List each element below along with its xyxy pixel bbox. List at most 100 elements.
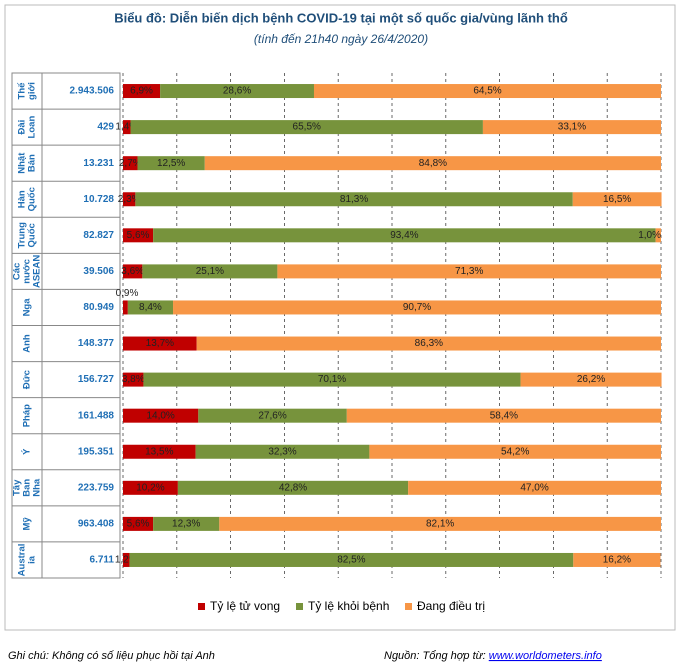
bar-segment	[123, 84, 161, 99]
note: Ghi chú: Không có số liệu phục hồi tại A…	[8, 650, 215, 662]
case-count: 6.711	[90, 555, 115, 566]
value-label: 81,3%	[340, 194, 368, 205]
category-label: Các nước ASEAN	[12, 255, 43, 288]
value-label: 16,5%	[603, 194, 631, 205]
category-label: Thế giới	[17, 82, 38, 100]
category-label: Austral ia	[17, 544, 38, 577]
bar-segment	[123, 228, 154, 243]
value-label: 3,6%	[121, 266, 144, 277]
value-label: 6,9%	[130, 86, 153, 97]
case-count: 2.943.506	[70, 86, 115, 97]
category-label-line: Đài	[17, 120, 28, 135]
value-label: 86,3%	[415, 338, 443, 349]
bar-segment	[369, 444, 661, 459]
case-count: 82.827	[83, 230, 114, 241]
category-label-line: Đức	[22, 370, 33, 389]
bar-segment	[655, 228, 661, 243]
value-label: 58,4%	[490, 410, 518, 421]
value-label: 47,0%	[520, 482, 548, 493]
bar-segment	[196, 336, 661, 351]
value-label: 54,2%	[501, 446, 529, 457]
bar-segment	[123, 300, 128, 315]
category-label: Nhật Bản	[17, 152, 38, 174]
category-label: Pháp	[22, 404, 33, 427]
category-label: Ý	[21, 448, 33, 455]
bar-segment	[572, 192, 662, 207]
bar-segment	[123, 516, 154, 531]
chart-frame	[4, 4, 676, 631]
legend-label: Đang điều trị	[417, 599, 485, 613]
category-label: Mỹ	[22, 517, 33, 531]
value-label: 10,2%	[136, 482, 164, 493]
value-label: 13,5%	[145, 446, 173, 457]
category-label: Hàn Quốc	[17, 187, 38, 211]
case-count: 223.759	[78, 482, 115, 493]
case-count: 39.506	[83, 266, 114, 277]
value-label: 65,5%	[293, 122, 321, 133]
case-count: 10.728	[83, 194, 114, 205]
source-link[interactable]: www.worldometers.info	[489, 650, 602, 662]
legend-swatch	[296, 603, 303, 610]
category-label-line: Nha	[32, 478, 43, 497]
legend-swatch	[198, 603, 205, 610]
category-label: Trung Quốc	[17, 222, 38, 249]
bar-segment	[130, 120, 483, 135]
category-label-line: ia	[27, 555, 38, 564]
case-count: 156.727	[78, 374, 115, 385]
value-label: 3,8%	[122, 374, 145, 385]
bar-segment	[177, 480, 409, 495]
value-label: 71,3%	[455, 266, 483, 277]
bar-segment	[204, 156, 661, 171]
bar-segment	[313, 84, 661, 99]
bar-segment	[142, 264, 278, 279]
bar-segment	[123, 120, 131, 135]
value-label: 5,6%	[127, 519, 150, 530]
value-label: 42,8%	[279, 482, 307, 493]
source-text: Nguồn: Tổng hợp từ:	[384, 650, 489, 662]
chart-title: Biểu đồ: Diễn biến dịch bệnh COVID-19 tạ…	[114, 10, 568, 25]
value-label: 25,1%	[196, 266, 224, 277]
bar-segment	[123, 336, 197, 351]
category-label-line: giới	[27, 82, 38, 100]
bar-segment	[123, 372, 144, 387]
bar-segment	[173, 300, 661, 315]
value-label: 12,5%	[157, 158, 185, 169]
case-count: 429	[97, 122, 114, 133]
category-label-line: Các	[12, 263, 23, 280]
category-label-line: ASEAN	[32, 255, 43, 288]
category-label-line: Quốc	[27, 187, 38, 211]
bar-segment	[198, 408, 347, 423]
value-label: 84,8%	[419, 158, 447, 169]
category-label-line: Quốc	[27, 223, 38, 247]
value-label: 8,4%	[139, 302, 162, 313]
case-count: 13.231	[83, 158, 114, 169]
value-label: 14,0%	[146, 410, 174, 421]
value-label: 1,4%	[115, 122, 138, 133]
category-label-line: Anh	[22, 334, 33, 353]
value-label: 82,1%	[426, 519, 454, 530]
value-label: 2,7%	[119, 158, 142, 169]
bar-segment	[123, 156, 138, 171]
category-label-line: nước	[22, 259, 33, 284]
bar-segment	[219, 516, 661, 531]
category-label-line: Ban	[22, 479, 33, 497]
value-label: 2,3%	[118, 194, 141, 205]
value-label: 1,0%	[638, 230, 661, 241]
bar-segment	[127, 300, 174, 315]
bar-segment	[123, 408, 199, 423]
legend-swatch	[405, 603, 412, 610]
bar-segment	[153, 228, 656, 243]
bar-segment	[195, 444, 370, 459]
case-count: 80.949	[83, 302, 114, 313]
bar-segment	[153, 516, 220, 531]
value-label: 32,3%	[268, 446, 296, 457]
bar-segment	[135, 192, 573, 207]
bar-segment	[408, 480, 661, 495]
value-label: 90,7%	[403, 302, 431, 313]
category-label-line: Mỹ	[22, 517, 33, 531]
value-label: 1,2%	[115, 555, 138, 566]
category-label-line: Thế	[17, 82, 28, 100]
chart-subtitle: (tính đến 21h40 ngày 26/4/2020)	[254, 32, 428, 46]
value-label: 0,9%	[116, 288, 139, 299]
